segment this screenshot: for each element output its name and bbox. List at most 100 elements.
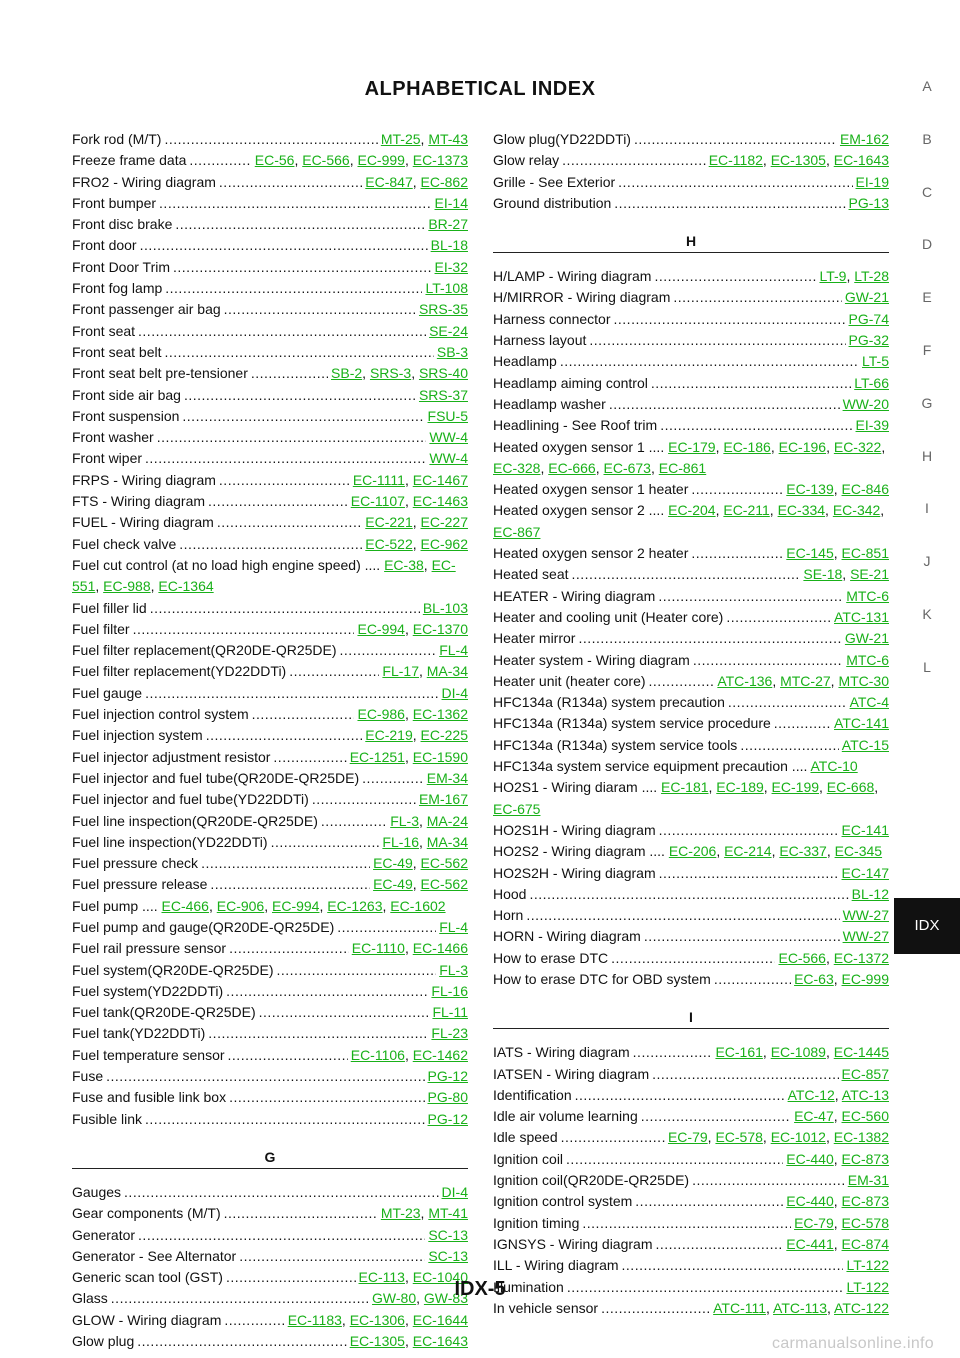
- page-ref-link[interactable]: WW-27: [842, 907, 889, 924]
- page-ref-link[interactable]: EC-179: [668, 438, 716, 455]
- page-ref-link[interactable]: EC-873: [841, 1150, 889, 1167]
- page-ref-link[interactable]: EC-337: [779, 843, 827, 860]
- page-ref-link[interactable]: SE-24: [429, 322, 468, 339]
- page-ref-link[interactable]: ATC-111: [713, 1299, 767, 1316]
- page-ref-link[interactable]: ATC-122: [834, 1299, 889, 1316]
- page-ref-link[interactable]: EC-673: [603, 459, 651, 476]
- page-ref-link[interactable]: EC-141: [841, 821, 889, 838]
- page-ref-link[interactable]: EC-63: [794, 970, 834, 987]
- page-ref-link[interactable]: EC-1370: [412, 620, 468, 637]
- page-ref-link[interactable]: EM-162: [839, 131, 889, 147]
- page-ref-link[interactable]: FL-16: [382, 833, 419, 850]
- page-ref-link[interactable]: EC-147: [841, 864, 889, 881]
- tab-a[interactable]: A: [922, 78, 932, 94]
- page-ref-link[interactable]: EC-1251: [349, 748, 405, 765]
- page-ref-link[interactable]: EC-1107: [350, 493, 405, 510]
- page-ref-link[interactable]: ATC-136: [717, 672, 773, 689]
- page-ref-link[interactable]: LT-9: [819, 268, 847, 285]
- page-ref-link[interactable]: MA-24: [426, 812, 468, 829]
- page-ref-link[interactable]: EC-999: [357, 152, 405, 169]
- page-ref-link[interactable]: EM-167: [418, 791, 468, 808]
- page-ref-link[interactable]: EC-189: [716, 779, 764, 796]
- page-ref-link[interactable]: LT-28: [854, 268, 889, 285]
- page-ref-link[interactable]: EC-186: [723, 438, 771, 455]
- page-ref-link[interactable]: FL-4: [439, 918, 468, 935]
- page-ref-link[interactable]: WW-27: [842, 928, 889, 945]
- page-ref-link[interactable]: FL-17: [382, 663, 419, 680]
- page-ref-link[interactable]: EC-994: [272, 897, 320, 914]
- page-ref-link[interactable]: EC-145: [786, 545, 834, 562]
- page-ref-link[interactable]: EI-32: [434, 258, 468, 275]
- page-ref-link[interactable]: EC-322: [833, 438, 882, 455]
- page-ref-link[interactable]: EC-49: [373, 876, 413, 893]
- page-ref-link[interactable]: MA-34: [426, 833, 468, 850]
- page-ref-link[interactable]: FL-3: [439, 961, 468, 978]
- page-ref-link[interactable]: EC-847: [365, 173, 413, 190]
- tab-j[interactable]: J: [923, 553, 931, 570]
- page-ref-link[interactable]: EC-227: [420, 514, 468, 531]
- page-ref-link[interactable]: EC-214: [724, 843, 772, 860]
- page-ref-link[interactable]: ATC-15: [841, 736, 889, 753]
- page-ref-link[interactable]: EC-861: [658, 459, 707, 476]
- page-ref-link[interactable]: EC-999: [841, 970, 889, 987]
- page-ref-link[interactable]: SC-13: [428, 1247, 468, 1264]
- page-ref-link[interactable]: EC-139: [786, 481, 834, 498]
- page-ref-link[interactable]: SRS-37: [418, 386, 468, 403]
- tab-l[interactable]: L: [923, 658, 931, 675]
- page-ref-link[interactable]: GW-21: [844, 630, 889, 647]
- page-ref-link[interactable]: EC-1089: [770, 1044, 826, 1061]
- page-ref-link[interactable]: PG-80: [427, 1089, 468, 1106]
- page-ref-link[interactable]: EI-39: [855, 417, 889, 434]
- page-ref-link[interactable]: ATC-10: [810, 758, 858, 775]
- page-ref-link[interactable]: SRS-40: [418, 365, 468, 382]
- page-ref-link[interactable]: EC-578: [715, 1129, 763, 1146]
- page-ref-link[interactable]: EC-1463: [412, 493, 468, 510]
- page-ref-link[interactable]: EC-962: [420, 535, 468, 552]
- tab-e[interactable]: E: [922, 289, 932, 306]
- page-ref-link[interactable]: BL-18: [430, 237, 468, 254]
- page-ref-link[interactable]: EC-181: [661, 779, 709, 796]
- page-ref-link[interactable]: PG-32: [848, 332, 889, 349]
- page-ref-link[interactable]: EC-862: [420, 173, 468, 190]
- page-ref-link[interactable]: EC-1362: [412, 706, 468, 723]
- page-ref-link[interactable]: EC-211: [723, 502, 770, 519]
- page-ref-link[interactable]: EC-1111: [352, 471, 405, 488]
- page-ref-link[interactable]: EC-56: [254, 152, 295, 169]
- page-ref-link[interactable]: LT-108: [425, 280, 468, 297]
- page-ref-link[interactable]: ATC-141: [834, 715, 889, 732]
- page-ref-link[interactable]: EC-1382: [833, 1129, 889, 1146]
- page-ref-link[interactable]: EC-1462: [412, 1046, 468, 1063]
- page-ref-link[interactable]: MT-23: [380, 1205, 421, 1222]
- page-ref-link[interactable]: EC-1306: [349, 1311, 405, 1328]
- page-ref-link[interactable]: SRS-35: [418, 301, 468, 318]
- page-ref-link[interactable]: EC-668: [826, 779, 875, 796]
- page-ref-link[interactable]: PG-13: [848, 194, 889, 211]
- page-ref-link[interactable]: EC-441: [786, 1235, 834, 1252]
- page-ref-link[interactable]: BR-27: [428, 216, 468, 233]
- page-ref-link[interactable]: SB-2: [331, 365, 363, 382]
- page-ref-link[interactable]: EC-345: [834, 843, 883, 860]
- page-ref-link[interactable]: EC-551: [72, 556, 456, 595]
- page-ref-link[interactable]: EC-867: [493, 523, 541, 540]
- page-ref-link[interactable]: EC-1467: [412, 471, 468, 488]
- page-ref-link[interactable]: BL-12: [851, 885, 889, 902]
- page-ref-link[interactable]: FL-23: [431, 1025, 468, 1042]
- page-ref-link[interactable]: EC-566: [778, 949, 826, 966]
- page-ref-link[interactable]: FL-16: [431, 982, 468, 999]
- page-ref-link[interactable]: EM-31: [847, 1172, 889, 1189]
- page-ref-link[interactable]: MTC-6: [846, 587, 889, 604]
- page-ref-link[interactable]: EC-225: [420, 727, 468, 744]
- page-ref-link[interactable]: EC-675: [493, 800, 541, 817]
- page-ref-link[interactable]: ATC-113: [773, 1299, 827, 1316]
- page-ref-link[interactable]: EC-328: [493, 459, 541, 476]
- page-ref-link[interactable]: EC-873: [841, 1193, 889, 1210]
- page-ref-link[interactable]: MT-25: [380, 131, 421, 147]
- page-ref-link[interactable]: EC-49: [373, 855, 413, 872]
- tab-b[interactable]: B: [922, 130, 932, 147]
- page-ref-link[interactable]: EC-988: [103, 578, 151, 595]
- page-ref-link[interactable]: SE-18: [803, 566, 843, 583]
- page-ref-link[interactable]: FL-3: [390, 812, 419, 829]
- page-ref-link[interactable]: EC-440: [786, 1150, 834, 1167]
- page-ref-link[interactable]: DI-4: [441, 684, 468, 701]
- tab-idx-active[interactable]: IDX: [894, 898, 960, 954]
